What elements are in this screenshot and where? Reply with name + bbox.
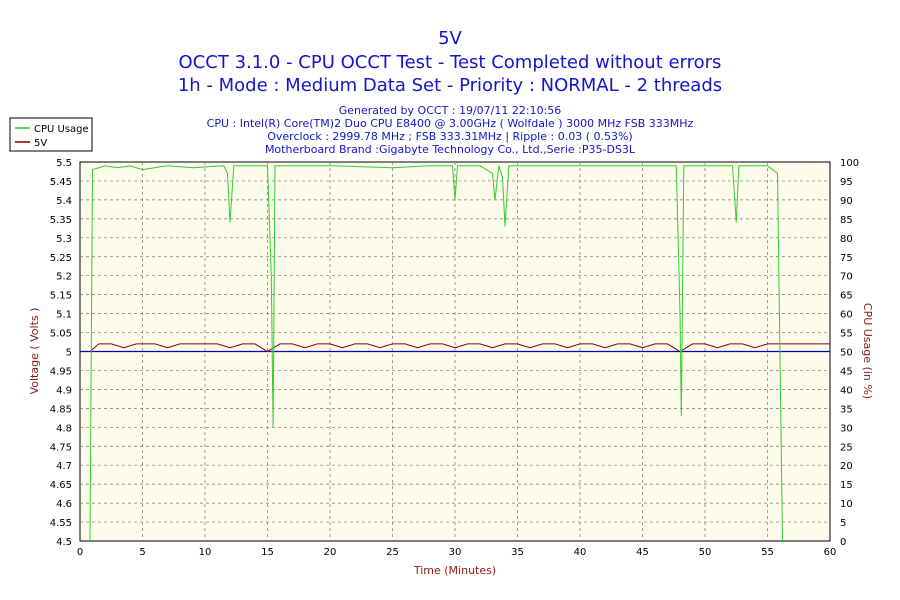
- x-tick-label: 10: [199, 547, 212, 558]
- y-right-tick-label: 20: [840, 461, 853, 472]
- y-left-tick-label: 4.7: [56, 461, 72, 472]
- y-right-tick-label: 45: [840, 366, 853, 377]
- y-right-tick-label: 100: [840, 158, 859, 169]
- y-right-tick-label: 65: [840, 291, 853, 302]
- y-right-tick-label: 50: [840, 348, 853, 359]
- y-left-tick-label: 4.65: [50, 480, 72, 491]
- x-tick-label: 15: [261, 547, 274, 558]
- y-right-tick-label: 40: [840, 385, 853, 396]
- y-right-tick-label: 25: [840, 442, 853, 453]
- y-right-tick-label: 60: [840, 310, 853, 321]
- y-left-tick-label: 5.45: [50, 177, 72, 188]
- y-left-tick-label: 4.8: [56, 423, 72, 434]
- x-tick-label: 5: [139, 547, 145, 558]
- y-left-tick-label: 4.95: [50, 366, 72, 377]
- x-tick-label: 60: [824, 547, 837, 558]
- y-left-tick-label: 5.5: [56, 158, 72, 169]
- y-right-tick-label: 5: [840, 518, 846, 529]
- y-right-tick-label: 80: [840, 234, 853, 245]
- chart-title: 5V: [438, 28, 462, 49]
- legend-label-5v: 5V: [34, 138, 47, 149]
- y-right-tick-label: 70: [840, 272, 853, 283]
- y-right-tick-label: 15: [840, 480, 853, 491]
- chart-subtitle-2: 1h - Mode : Medium Data Set - Priority :…: [178, 75, 722, 96]
- y-right-tick-label: 35: [840, 404, 853, 415]
- y-right-tick-label: 95: [840, 177, 853, 188]
- x-tick-label: 35: [511, 547, 524, 558]
- y-left-tick-label: 5.2: [56, 272, 72, 283]
- x-tick-label: 45: [636, 547, 649, 558]
- x-axis-label: Time (Minutes): [413, 564, 496, 577]
- info-cpu: CPU : Intel(R) Core(TM)2 Duo CPU E8400 @…: [207, 117, 694, 130]
- legend-box: [9, 117, 93, 152]
- y-left-tick-label: 5.05: [50, 329, 72, 340]
- y-right-tick-label: 90: [840, 196, 853, 207]
- x-tick-label: 50: [699, 547, 712, 558]
- y-axis-label-left: Voltage ( Volts ): [28, 308, 41, 395]
- y-left-tick-label: 4.85: [50, 404, 72, 415]
- legend-label-cpu-usage: CPU Usage: [34, 124, 89, 135]
- y-left-tick-label: 4.55: [50, 518, 72, 529]
- y-right-tick-label: 85: [840, 215, 853, 226]
- x-tick-label: 0: [77, 547, 83, 558]
- y-left-tick-label: 4.5: [56, 537, 72, 548]
- y-left-tick-label: 4.75: [50, 442, 72, 453]
- legend: CPU Usage 5V: [9, 117, 93, 152]
- y-right-tick-label: 55: [840, 329, 853, 340]
- left-axis-ticks: 4.5 4.55 4.6 4.65 4.7 4.75 4.8 4.85 4.9 4.95 5 5.05…: [50, 158, 72, 548]
- series-line-cpu-usage: [89, 165, 783, 542]
- x-tick-label: 40: [574, 547, 587, 558]
- y-left-tick-label: 5.35: [50, 215, 72, 226]
- y-right-tick-label: 10: [840, 499, 853, 510]
- y-right-tick-label: 30: [840, 423, 853, 434]
- y-axis-label-right: CPU Usage (in %): [861, 303, 874, 399]
- chart-subtitle-1: OCCT 3.1.0 - CPU OCCT Test - Test Comple…: [179, 52, 722, 73]
- right-axis-ticks: 0 5 10 15 20 25 30 35 40 45 50 55 60 65 70 75 80 85 90 95 10…: [840, 158, 859, 548]
- info-motherboard: Motherboard Brand :Gigabyte Technology C…: [265, 143, 636, 156]
- y-left-tick-label: 5: [66, 348, 72, 359]
- y-right-tick-label: 0: [840, 537, 846, 548]
- y-left-tick-label: 4.9: [56, 385, 72, 396]
- x-tick-label: 30: [449, 547, 462, 558]
- info-generated: Generated by OCCT : 19/07/11 22:10:56: [339, 104, 562, 117]
- y-left-tick-label: 5.4: [56, 196, 72, 207]
- y-left-tick-label: 5.25: [50, 253, 72, 264]
- x-tick-label: 55: [761, 547, 774, 558]
- y-left-tick-label: 5.3: [56, 234, 72, 245]
- x-tick-label: 25: [386, 547, 399, 558]
- info-overclock: Overclock : 2999.78 MHz ; FSB 333.31MHz …: [267, 130, 632, 143]
- y-left-tick-label: 4.6: [56, 499, 72, 510]
- y-right-tick-label: 75: [840, 253, 853, 264]
- x-tick-label: 20: [324, 547, 337, 558]
- y-left-tick-label: 5.1: [56, 310, 72, 321]
- y-left-tick-label: 5.15: [50, 291, 72, 302]
- series-line-5v: [89, 343, 830, 353]
- x-axis-ticks: 0 5 10 15 20 25 30 35 40 45 50 55 60: [77, 547, 837, 558]
